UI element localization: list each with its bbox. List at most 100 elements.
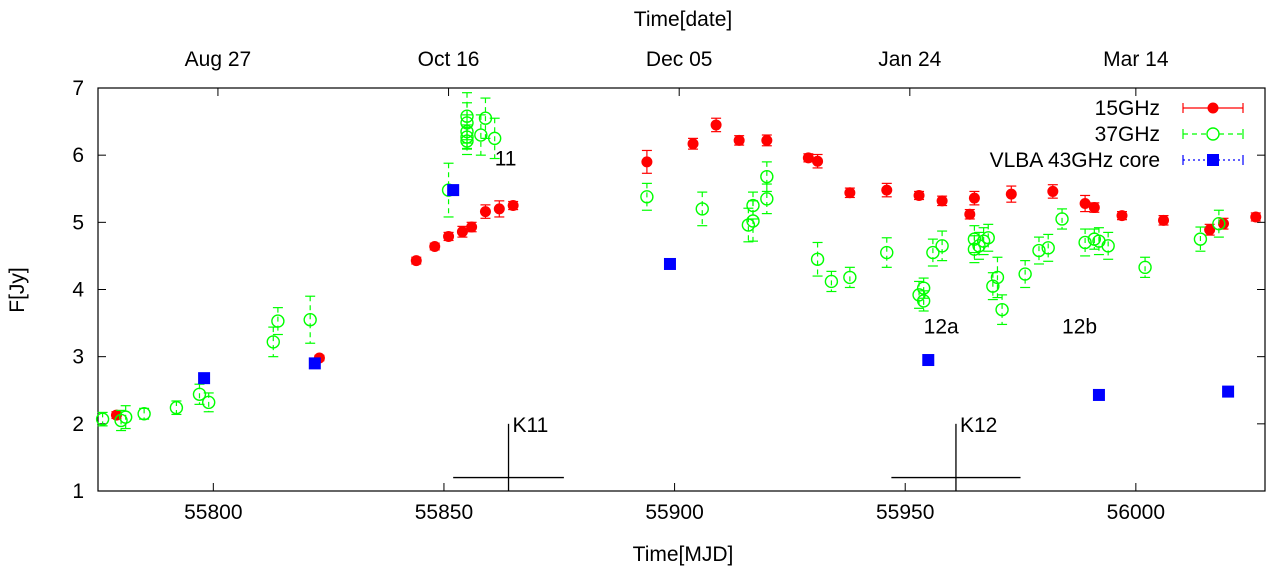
error-bar (987, 272, 998, 301)
data-point (733, 134, 745, 146)
annotation-label: 11 (495, 148, 517, 171)
error-bar (927, 238, 938, 267)
data-point (410, 255, 422, 267)
legend-marker (1206, 127, 1220, 141)
error-bar (1057, 208, 1068, 230)
x-tick-label: 55800 (184, 501, 242, 524)
data-point (95, 412, 110, 426)
series-15ghz (110, 117, 1262, 421)
error-bar (997, 294, 1008, 326)
error-bar (1195, 226, 1206, 252)
data-point (981, 231, 995, 245)
data-point (1250, 211, 1262, 223)
legend-marker (1207, 154, 1219, 166)
error-bar (826, 270, 837, 293)
legend: 15GHz 37GHz VLBA 43GHz core (990, 97, 1244, 172)
data-point (198, 372, 211, 385)
top-tick-label: Dec 05 (646, 48, 713, 71)
data-point (760, 169, 774, 184)
ticks: 55800 55850 55900 55950 56000 Aug 27 Oct 16 Dec… (72, 48, 1265, 524)
y-axis-title: F[Jy] (6, 267, 29, 313)
error-bar (641, 182, 652, 211)
marker-label: K12 (960, 414, 997, 437)
data-point (995, 302, 1009, 317)
data-point (1204, 224, 1216, 236)
data-point (1047, 185, 1059, 197)
data-point (1101, 239, 1115, 253)
data-point (916, 281, 931, 295)
data-point (746, 214, 760, 228)
data-point (118, 410, 133, 424)
y-tick-label: 3 (72, 346, 84, 369)
annotations: 11 12a 12b (495, 148, 1097, 339)
data-point (964, 208, 976, 220)
data-point (1079, 198, 1091, 210)
error-bar (761, 183, 772, 215)
data-point (493, 203, 505, 215)
data-point (1032, 243, 1046, 258)
data-point (663, 257, 676, 270)
data-point (710, 119, 722, 131)
y-tick-label: 5 (72, 211, 84, 234)
x-tick-label: 55950 (876, 501, 934, 524)
error-bar (969, 225, 980, 254)
error-bar (97, 411, 108, 427)
x-tick-label: 55900 (645, 501, 703, 524)
data-point (844, 187, 856, 199)
series-vlba-43ghz-core (198, 184, 1235, 401)
error-bar (1033, 236, 1044, 265)
data-point (507, 200, 519, 212)
legend-label: VLBA 43GHz core (990, 149, 1160, 172)
error-bar (844, 266, 855, 289)
marker-label: K11 (513, 414, 549, 437)
data-point (202, 395, 216, 410)
error-bar (1080, 228, 1091, 257)
data-point (456, 226, 468, 238)
top-tick-label: Jan 24 (878, 48, 941, 71)
data-point (429, 241, 441, 253)
error-bar (1043, 233, 1054, 262)
data-point (922, 354, 935, 367)
series-layer (95, 92, 1262, 432)
data-point (936, 195, 948, 207)
legend-item: 15GHz (1095, 97, 1244, 120)
x-axis-title: Time[MJD] (633, 543, 734, 566)
legend-marker (1207, 102, 1219, 114)
error-bar (918, 277, 929, 299)
data-point (443, 230, 455, 242)
top-tick-label: Mar 14 (1103, 48, 1169, 71)
data-point (1088, 202, 1100, 214)
data-point (1193, 232, 1208, 246)
data-point (308, 357, 321, 370)
error-bar (881, 237, 892, 268)
y-tick-label: 1 (72, 480, 84, 503)
error-bar (1020, 260, 1031, 289)
data-point (487, 131, 502, 146)
error-bar (812, 241, 823, 277)
error-bar (983, 223, 994, 252)
data-point (1005, 188, 1017, 200)
error-bar (697, 191, 708, 227)
data-point (687, 138, 699, 150)
data-point (1138, 260, 1152, 275)
data-point (169, 401, 184, 415)
data-point (271, 314, 285, 328)
data-point (192, 387, 207, 401)
event-markers: K11 K12 (453, 414, 1021, 491)
data-point (926, 245, 940, 260)
data-point (1116, 210, 1128, 222)
error-bar (761, 161, 772, 193)
data-point (460, 134, 474, 148)
error-bar (489, 117, 500, 160)
data-point (810, 252, 825, 266)
error-bar (1140, 256, 1151, 279)
data-point (1055, 212, 1069, 226)
x-tick-label: 55850 (415, 501, 473, 524)
error-bar (139, 407, 150, 420)
data-point (812, 155, 824, 167)
error-bar (171, 400, 182, 416)
y-tick-label: 2 (72, 413, 84, 436)
data-point (802, 152, 814, 164)
top-tick-label: Aug 27 (185, 48, 252, 71)
